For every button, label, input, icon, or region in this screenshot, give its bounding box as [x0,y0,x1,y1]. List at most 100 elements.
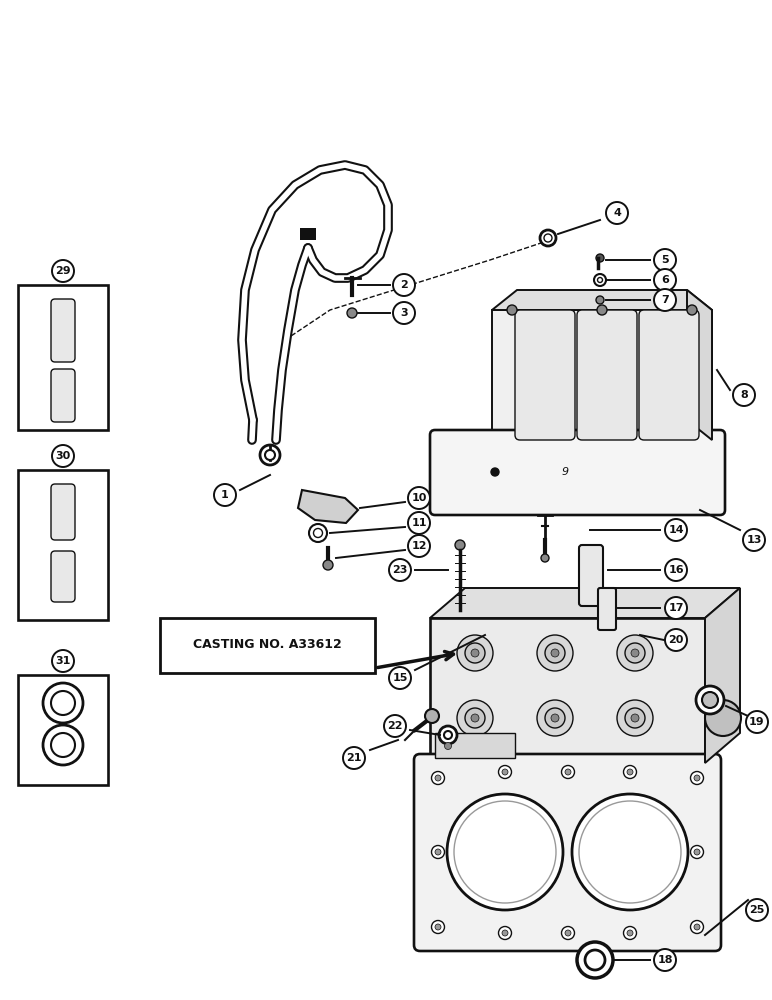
Text: 5: 5 [661,255,669,265]
Text: 31: 31 [56,656,71,666]
Bar [18,675,108,785]
Circle shape [596,296,604,304]
Text: 7: 7 [661,295,669,305]
Text: 9: 9 [561,467,568,477]
Text: 21: 21 [347,753,362,763]
Polygon shape [492,290,712,310]
Text: 1: 1 [221,490,229,500]
Circle shape [347,308,357,318]
Circle shape [690,920,703,934]
FancyBboxPatch shape [51,299,75,362]
Circle shape [561,926,574,940]
Circle shape [455,540,465,550]
Circle shape [393,274,415,296]
Text: 13: 13 [747,535,762,545]
Text: 30: 30 [56,451,70,461]
Circle shape [408,512,430,534]
Bar [18,470,108,620]
Circle shape [544,234,552,242]
Circle shape [408,535,430,557]
Circle shape [705,700,741,736]
Circle shape [665,629,687,651]
Circle shape [665,559,687,581]
Circle shape [743,529,765,551]
Circle shape [465,708,485,728]
Circle shape [384,715,406,737]
Circle shape [694,849,700,855]
Circle shape [43,725,83,765]
FancyBboxPatch shape [639,310,699,440]
Text: 8: 8 [740,390,748,400]
Circle shape [617,700,653,736]
Circle shape [52,650,74,672]
Circle shape [561,766,574,778]
Text: 20: 20 [669,635,684,645]
Circle shape [694,775,700,781]
Bar [300,228,316,240]
Circle shape [541,554,549,562]
Circle shape [694,924,700,930]
Circle shape [502,769,508,775]
Circle shape [265,450,275,460]
Circle shape [343,747,365,769]
Bar [430,618,705,763]
Circle shape [309,524,327,542]
Text: 6: 6 [661,275,669,285]
Circle shape [323,560,333,570]
Circle shape [445,742,452,750]
Text: 29: 29 [55,266,71,276]
Circle shape [457,635,493,671]
Polygon shape [687,290,712,440]
Circle shape [435,775,441,781]
Text: 17: 17 [669,603,684,613]
Circle shape [746,899,768,921]
Circle shape [624,766,636,778]
Text: 10: 10 [411,493,427,503]
Text: 25: 25 [750,905,765,915]
Circle shape [702,692,718,708]
Circle shape [585,950,605,970]
Circle shape [598,277,602,282]
Circle shape [499,926,512,940]
Circle shape [435,849,441,855]
Circle shape [577,942,613,978]
Text: 14: 14 [669,525,684,535]
Bar [160,618,375,673]
FancyBboxPatch shape [579,545,603,606]
Circle shape [690,772,703,784]
Circle shape [606,202,628,224]
Text: CASTING NO. A33612: CASTING NO. A33612 [193,639,341,652]
Polygon shape [705,588,740,763]
Circle shape [565,769,571,775]
Polygon shape [430,588,740,618]
Circle shape [545,643,565,663]
Circle shape [665,597,687,619]
FancyBboxPatch shape [414,754,721,951]
Circle shape [540,230,556,246]
Circle shape [408,487,430,509]
Circle shape [545,708,565,728]
Circle shape [733,384,755,406]
Text: 12: 12 [411,541,427,551]
Circle shape [471,649,479,657]
Circle shape [654,949,676,971]
Circle shape [491,468,499,476]
Circle shape [444,731,452,739]
Text: 16: 16 [669,565,684,575]
Circle shape [214,484,236,506]
Circle shape [631,714,639,722]
Bar [435,733,515,758]
Circle shape [389,667,411,689]
Text: 15: 15 [392,673,408,683]
Circle shape [457,700,493,736]
Polygon shape [298,490,358,523]
Circle shape [597,305,607,315]
Circle shape [696,686,724,714]
Circle shape [502,930,508,936]
Circle shape [627,930,633,936]
Circle shape [551,714,559,722]
Circle shape [260,445,280,465]
Circle shape [435,924,441,930]
FancyBboxPatch shape [577,310,637,440]
Circle shape [654,249,676,271]
